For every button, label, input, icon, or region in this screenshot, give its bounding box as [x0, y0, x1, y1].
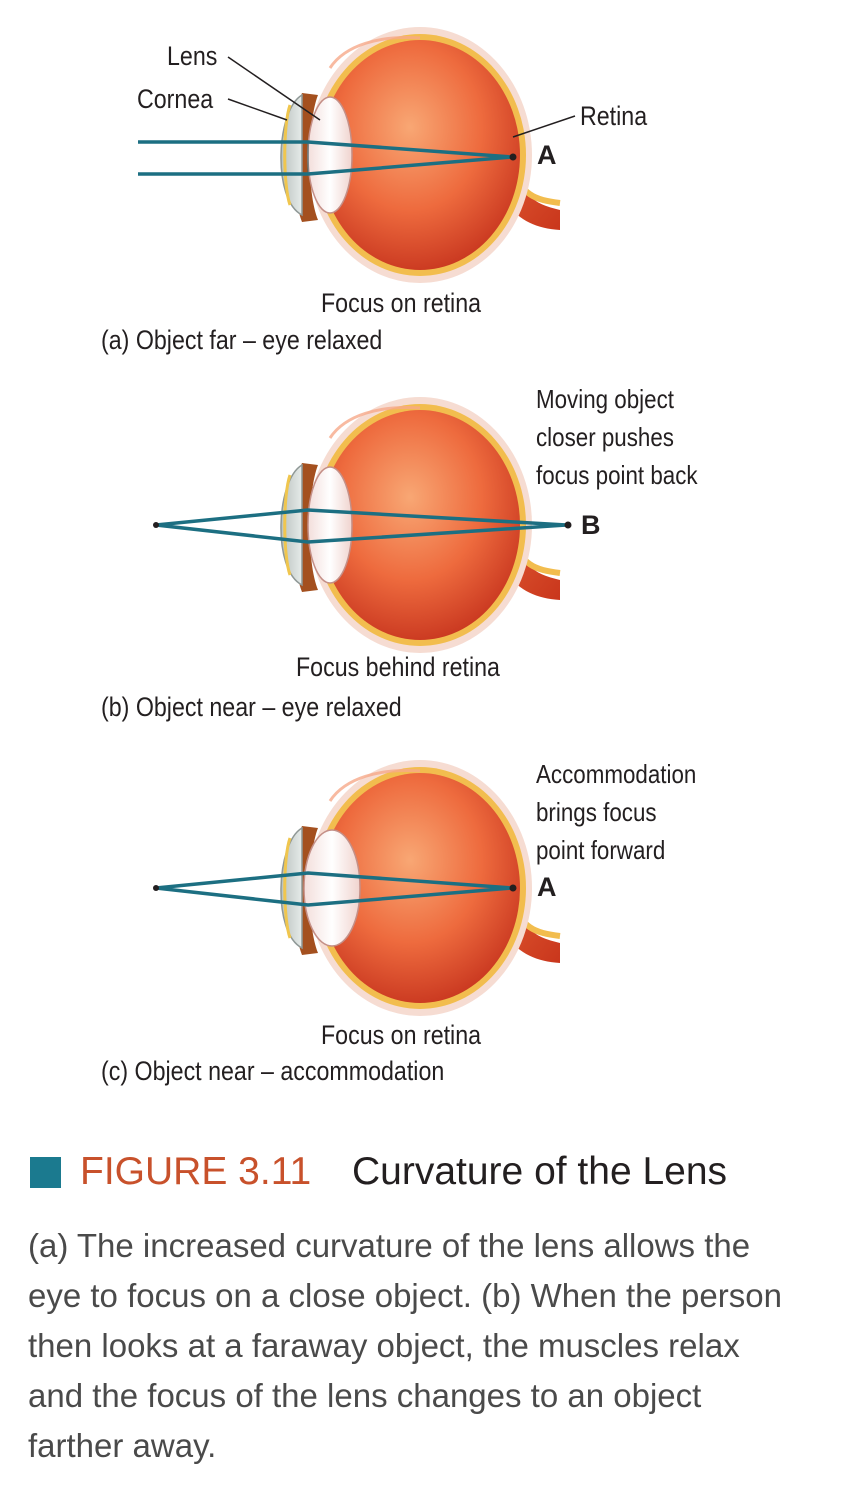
panel-object-far: Lens Cornea Retina A Focus on retina (a)…	[0, 0, 851, 370]
eye-diagram-a	[138, 27, 576, 283]
panel-object-near-accommodation: Accommodation brings focus point forward…	[0, 733, 851, 1103]
panel-caption-c: (c) Object near – accommodation	[101, 1056, 445, 1086]
caption-line: farther away.	[28, 1427, 217, 1464]
note-c-line: point forward	[536, 835, 666, 865]
panel-caption-a: (a) Object far – eye relaxed	[101, 325, 383, 355]
object-point-c	[153, 885, 159, 891]
focus-point-b	[564, 521, 572, 529]
point-label-a: A	[537, 140, 557, 170]
note-c-line: brings focus	[536, 797, 657, 827]
focus-text-b: Focus behind retina	[296, 652, 500, 682]
focus-text-a: Focus on retina	[321, 288, 482, 318]
leader-lines	[227, 56, 576, 138]
lens	[307, 466, 353, 584]
figure-title: Curvature of the Lens	[352, 1150, 728, 1193]
note-b-line: closer pushes	[536, 422, 674, 452]
figure-marker-square	[30, 1157, 61, 1188]
figure-caption: (a) The increased curvature of the lens …	[28, 1221, 828, 1471]
light-rays	[153, 508, 572, 544]
note-b-line: focus point back	[536, 460, 698, 490]
eye-diagram-b	[153, 397, 572, 653]
focus-text-c: Focus on retina	[321, 1020, 482, 1050]
caption-line: eye to focus on a close object. (b) When…	[28, 1277, 782, 1314]
focus-point-a	[509, 153, 517, 161]
panel-caption-b: (b) Object near – eye relaxed	[101, 692, 402, 722]
focus-point-c	[509, 884, 517, 892]
light-rays	[138, 140, 517, 176]
caption-line: and the focus of the lens changes to an …	[28, 1377, 702, 1414]
eyeball	[320, 40, 520, 270]
object-point-b	[153, 522, 159, 528]
caption-line: (a) The increased curvature of the lens …	[28, 1227, 751, 1264]
point-label-b: B	[581, 510, 601, 540]
panel-object-near-relaxed: Moving object closer pushes focus point …	[0, 370, 851, 730]
retina-label: Retina	[580, 101, 648, 131]
note-b: Moving object closer pushes focus point …	[536, 380, 768, 494]
note-b-line: Moving object	[536, 384, 674, 414]
lens	[307, 96, 353, 214]
light-rays	[153, 871, 517, 907]
cornea-label: Cornea	[137, 84, 214, 114]
point-label-c: A	[537, 872, 557, 902]
note-c-line: Accommodation	[536, 759, 697, 789]
eyeball	[320, 410, 520, 640]
lens-accommodated	[303, 829, 361, 947]
eyeball	[320, 773, 520, 1003]
figure-number: FIGURE 3.11	[80, 1150, 312, 1193]
lens-label: Lens	[167, 41, 218, 71]
caption-line: then looks at a faraway object, the musc…	[28, 1327, 740, 1364]
eye-diagram-c	[153, 760, 561, 1016]
note-c: Accommodation brings focus point forward	[536, 755, 768, 869]
